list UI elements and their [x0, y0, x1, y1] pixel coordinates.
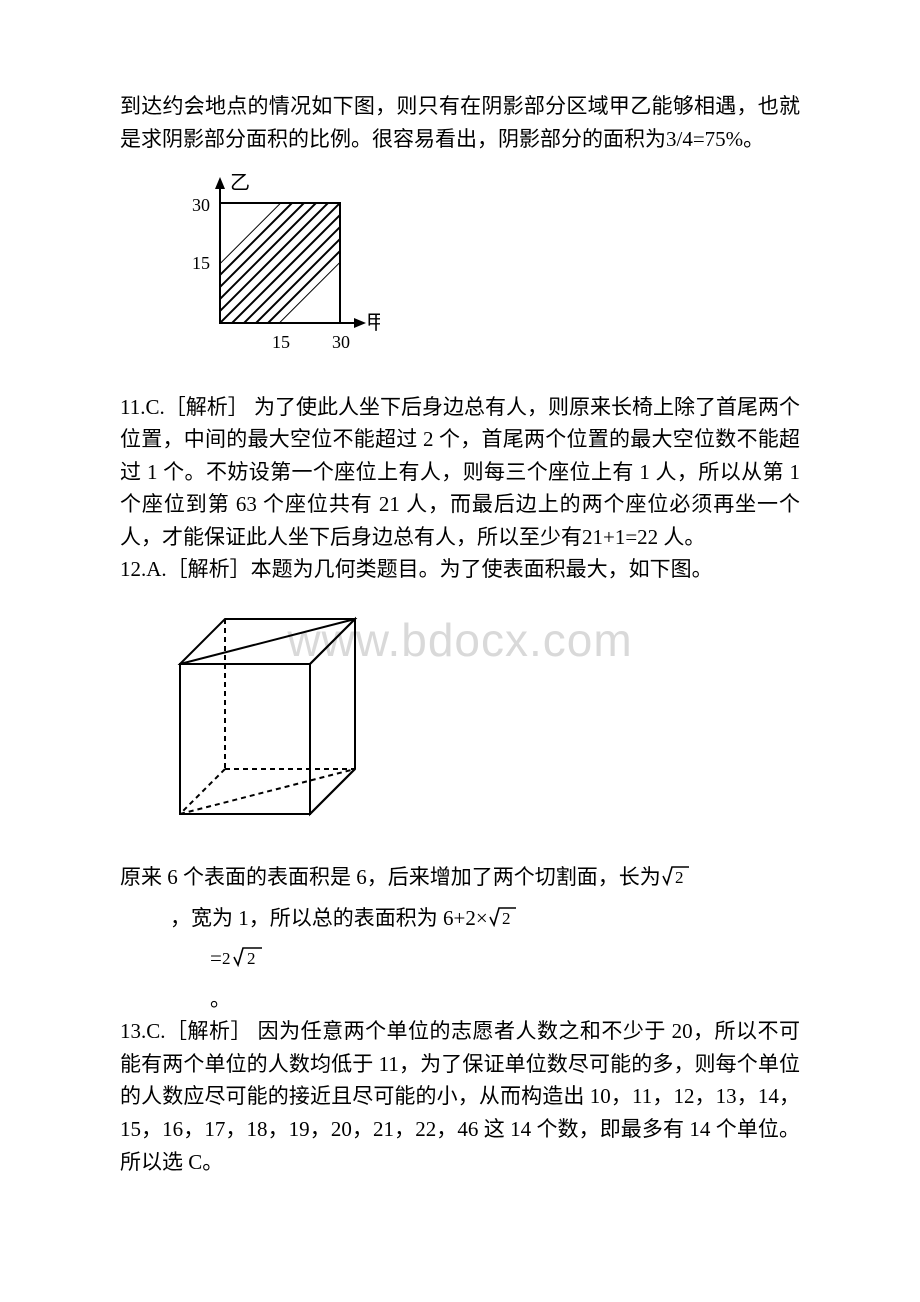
fig1-xtick-30: 30 — [332, 332, 350, 352]
figure-meeting-region: 30 15 15 30 乙 甲 — [160, 173, 800, 373]
fig1-ytick-15: 15 — [192, 253, 210, 273]
two-sqrt2-symbol: 22 — [222, 944, 264, 977]
sqrt2-symbol-2: 2 — [488, 904, 518, 937]
svg-text:2: 2 — [675, 868, 684, 886]
svg-text:2: 2 — [502, 909, 511, 927]
sqrt2-symbol-1: 2 — [661, 863, 691, 896]
figure-cube-cut — [160, 604, 800, 844]
fig1-y-axis-label: 乙 — [230, 173, 250, 194]
paragraph-q12-a: 原来 6 个表面的表面积是 6，后来增加了两个切割面，长为 2 — [120, 861, 800, 895]
fig1-xtick-15: 15 — [272, 332, 290, 352]
fig1-x-axis-label: 甲 — [366, 312, 380, 334]
q12-text-b: ，宽为 1，所以总的表面积为 6+2× — [170, 906, 488, 930]
paragraph-q11: 11.C.［解析］ 为了使此人坐下后身边总有人，则原来长椅上除了首尾两个位置，中… — [120, 391, 800, 554]
paragraph-q12-d: 。 — [120, 983, 800, 1016]
svg-text:2: 2 — [247, 949, 256, 967]
paragraph-q12-c: =22 — [120, 942, 800, 976]
equals-sign: = — [210, 946, 222, 970]
fig1-ytick-30: 30 — [192, 195, 210, 215]
q12-text-a: 原来 6 个表面的表面积是 6，后来增加了两个切割面，长为 — [120, 865, 661, 889]
paragraph-q12-b: ，宽为 1，所以总的表面积为 6+2× 2 — [120, 902, 800, 936]
svg-text:2: 2 — [222, 949, 231, 967]
paragraph-q13: 13.C.［解析］ 因为任意两个单位的志愿者人数之和不少于 20，所以不可能有两… — [120, 1015, 800, 1178]
paragraph-intro: 到达约会地点的情况如下图，则只有在阴影部分区域甲乙能够相遇，也就是求阴影部分面积… — [120, 90, 800, 155]
paragraph-q12-intro: 12.A.［解析］本题为几何类题目。为了使表面积最大，如下图。 — [120, 553, 800, 586]
